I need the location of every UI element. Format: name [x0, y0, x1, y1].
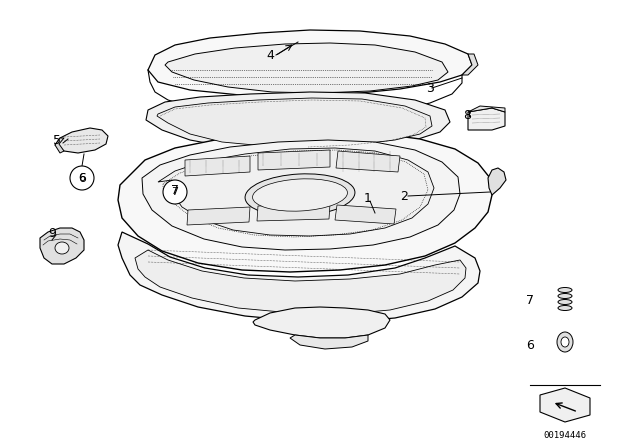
Polygon shape	[158, 148, 434, 236]
Polygon shape	[55, 128, 108, 153]
Polygon shape	[253, 307, 390, 338]
Polygon shape	[462, 54, 478, 75]
Ellipse shape	[557, 332, 573, 352]
Polygon shape	[258, 150, 330, 170]
Polygon shape	[185, 156, 250, 176]
Text: 1: 1	[364, 191, 372, 204]
Polygon shape	[40, 228, 84, 264]
Text: 8: 8	[463, 108, 471, 121]
Text: 3: 3	[426, 82, 434, 95]
Polygon shape	[257, 204, 330, 221]
Text: 9: 9	[48, 227, 56, 240]
Ellipse shape	[55, 242, 69, 254]
Text: 6: 6	[79, 173, 86, 183]
Polygon shape	[55, 138, 64, 153]
Text: 7: 7	[526, 293, 534, 306]
Polygon shape	[468, 108, 505, 130]
Polygon shape	[146, 92, 450, 150]
Polygon shape	[290, 335, 368, 349]
Text: 5: 5	[53, 134, 61, 146]
Polygon shape	[118, 131, 492, 272]
Ellipse shape	[558, 288, 572, 293]
Text: 4: 4	[266, 48, 274, 61]
Text: 7: 7	[172, 187, 179, 197]
Polygon shape	[148, 30, 472, 96]
Ellipse shape	[558, 306, 572, 310]
Ellipse shape	[245, 174, 355, 216]
Ellipse shape	[561, 337, 569, 347]
Polygon shape	[157, 98, 432, 147]
Text: 6: 6	[526, 339, 534, 352]
Circle shape	[70, 166, 94, 190]
Ellipse shape	[558, 300, 572, 305]
Polygon shape	[142, 140, 460, 250]
Text: 6: 6	[78, 172, 86, 185]
Text: 2: 2	[400, 190, 408, 202]
Polygon shape	[335, 205, 396, 224]
Polygon shape	[135, 250, 466, 314]
Polygon shape	[336, 151, 400, 172]
Polygon shape	[540, 388, 590, 422]
Polygon shape	[187, 207, 250, 225]
Polygon shape	[165, 43, 448, 93]
Text: 7: 7	[171, 184, 179, 197]
Text: 00194446: 00194446	[543, 431, 586, 439]
Polygon shape	[488, 168, 506, 195]
Polygon shape	[468, 106, 505, 112]
Ellipse shape	[253, 179, 348, 211]
Ellipse shape	[558, 293, 572, 298]
Polygon shape	[118, 232, 480, 322]
Circle shape	[163, 180, 187, 204]
